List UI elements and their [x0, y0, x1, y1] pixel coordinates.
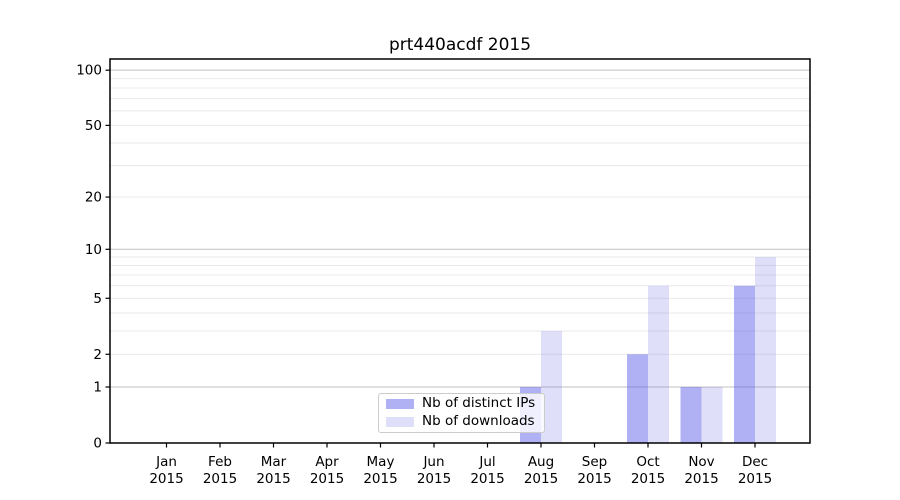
plot-border — [109, 58, 811, 444]
legend-swatch-downloads — [386, 417, 414, 427]
legend-item-downloads: Nb of downloads — [386, 415, 544, 429]
x-tick-label-month: Sep — [582, 454, 607, 470]
y-tick-label: 10 — [85, 242, 102, 258]
x-tick-label-year: 2015 — [363, 471, 397, 487]
x-tick-label-year: 2015 — [203, 471, 237, 487]
bar-distinct-ips-oct — [627, 354, 648, 443]
bar-downloads-nov — [701, 387, 723, 443]
bar-distinct-ips-dec — [734, 285, 755, 443]
x-tick-label-month: Oct — [636, 454, 659, 470]
bar-distinct-ips-nov — [680, 387, 702, 443]
x-tick-label-year: 2015 — [470, 471, 504, 487]
x-tick-label-month: May — [367, 454, 395, 470]
x-tick-label-month: Nov — [688, 454, 714, 470]
x-tick-label-year: 2015 — [417, 471, 451, 487]
y-tick-label: 2 — [93, 347, 102, 363]
legend-swatch-distinct-ips — [386, 399, 414, 409]
bar-downloads-dec — [755, 256, 776, 443]
x-tick-label-month: Feb — [208, 454, 232, 470]
legend-item-distinct-ips: Nb of distinct IPs — [386, 397, 544, 411]
y-tick-label: 50 — [85, 118, 102, 134]
y-tick-label: 1 — [93, 380, 102, 396]
x-tick-label-year: 2015 — [738, 471, 772, 487]
y-tick-label: 20 — [85, 190, 102, 206]
legend-label-downloads: Nb of downloads — [422, 413, 535, 430]
x-tick-label-month: Aug — [528, 454, 554, 470]
bar-downloads-aug — [541, 331, 562, 443]
x-tick-label-year: 2015 — [149, 471, 183, 487]
y-tick-label: 100 — [76, 63, 102, 79]
y-tick-label: 0 — [93, 436, 102, 452]
x-tick-label-year: 2015 — [256, 471, 290, 487]
x-tick-label-year: 2015 — [310, 471, 344, 487]
x-tick-label-month: Jun — [422, 454, 444, 470]
x-tick-label-month: Dec — [742, 454, 768, 470]
bar-downloads-oct — [648, 285, 669, 443]
x-tick-label-year: 2015 — [577, 471, 611, 487]
x-tick-label-month: Mar — [261, 454, 287, 470]
x-tick-label-year: 2015 — [631, 471, 665, 487]
x-tick-label-month: Jan — [155, 454, 177, 470]
chart-title: prt440acdf 2015 — [388, 35, 532, 55]
x-tick-label-year: 2015 — [684, 471, 718, 487]
x-tick-label-month: Apr — [315, 454, 339, 470]
x-tick-label-year: 2015 — [524, 471, 558, 487]
legend-label-distinct-ips: Nb of distinct IPs — [422, 395, 536, 412]
x-tick-label-month: Jul — [478, 454, 495, 470]
legend-box: Nb of distinct IPs Nb of downloads — [378, 393, 545, 433]
y-tick-label: 5 — [93, 291, 102, 307]
